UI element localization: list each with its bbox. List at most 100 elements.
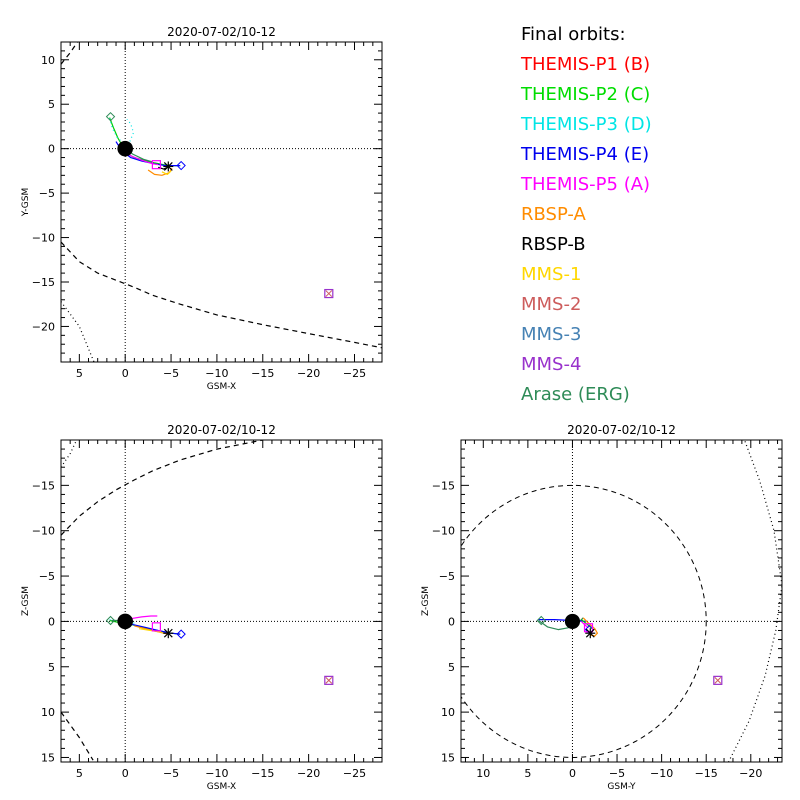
legend-item: MMS-2 [521, 294, 582, 315]
marker-themis-p2-c- [105, 615, 116, 626]
x-tick-label: −20 [739, 767, 762, 780]
x-axis-label: GSM-Y [607, 782, 636, 792]
marker-mms-2 [714, 677, 722, 684]
series-bow-shock [743, 440, 782, 586]
earth-disk [564, 613, 581, 629]
x-tick-label: −10 [650, 767, 673, 780]
x-tick-label: −10 [205, 367, 228, 380]
x-tick-label: 5 [524, 767, 531, 780]
x-tick-label: 5 [76, 367, 83, 380]
chart-title: 2020-07-02/10-12 [167, 25, 276, 39]
series-bow-shock [61, 301, 95, 362]
series-magnetopause [61, 42, 78, 65]
legend-item: MMS-4 [521, 354, 582, 375]
y-tick-label: 10 [41, 706, 55, 719]
marker-mms-2 [325, 290, 333, 297]
legend-item: THEMIS-P4 (E) [521, 144, 650, 165]
earth-disk [117, 140, 133, 157]
y-tick-label: 5 [448, 661, 455, 674]
y-tick-label: −5 [439, 570, 455, 583]
legend: Final orbits: THEMIS-P1 (B) THEMIS-P2 (C)… [521, 20, 652, 410]
y-tick-label: 5 [48, 98, 55, 111]
x-tick-label: −15 [251, 767, 274, 780]
y-tick-label: −5 [39, 570, 55, 583]
tick-marks [461, 439, 782, 762]
y-tick-label: −10 [432, 525, 455, 538]
x-tick-label: −15 [251, 367, 274, 380]
x-tick-label: −5 [163, 767, 179, 780]
legend-item: MMS-1 [521, 264, 582, 285]
y-tick-label: −10 [32, 525, 55, 538]
x-tick-label: −20 [297, 367, 320, 380]
marker-rbsp-b [585, 628, 596, 639]
earth-disk [117, 613, 133, 630]
chart-title: 2020-07-02/10-12 [567, 423, 676, 437]
x-tick-label: −5 [163, 367, 179, 380]
plot-frame [60, 41, 383, 363]
marker-mms-4 [713, 675, 723, 685]
marker-themis-p2-c- [105, 111, 116, 122]
marker-arase-erg- [536, 615, 546, 626]
tick-marks [60, 439, 383, 762]
chart-panel-2: 5 0 −5 −10 −15 −20 −25 15 10 5 0 −5 −10 −15 2020-07-02… [21, 423, 383, 792]
legend-title: Final orbits: [521, 24, 626, 45]
marker-themis-p5-a- [151, 622, 161, 632]
y-tick-label: −15 [432, 479, 455, 492]
marker-mms-2 [325, 677, 333, 684]
x-tick-label: −20 [297, 767, 320, 780]
x-axis-label: GSM-X [207, 382, 236, 392]
plot-frame [460, 439, 783, 763]
y-tick-label: −10 [32, 232, 55, 245]
series-magnetopause [61, 440, 263, 536]
legend-item: THEMIS-P5 (A) [521, 174, 651, 195]
legend-item: MMS-3 [521, 324, 582, 345]
x-tick-label: −10 [205, 767, 228, 780]
x-tick-label: −25 [343, 767, 366, 780]
y-tick-label: 15 [41, 751, 55, 764]
legend-item: THEMIS-P1 (B) [521, 54, 651, 75]
series-bow-shock [727, 585, 782, 762]
y-tick-label: −5 [39, 187, 55, 200]
plot-frame [60, 439, 383, 763]
y-axis-label: Y-GSM [21, 188, 31, 217]
x-tick-label: 0 [122, 367, 129, 380]
legend-item: THEMIS-P3 (D) [521, 114, 652, 135]
chart-title: 2020-07-02/10-12 [167, 423, 276, 437]
y-tick-label: 0 [48, 143, 55, 156]
legend-items: THEMIS-P1 (B) THEMIS-P2 (C) THEMIS-P3 (D) T… [521, 50, 652, 410]
x-tick-label: −5 [609, 767, 625, 780]
x-tick-label: 0 [569, 767, 576, 780]
legend-item: RBSP-A [521, 204, 586, 225]
series-mms-1 [161, 170, 172, 175]
x-tick-label: 10 [476, 767, 490, 780]
x-tick-label: 0 [122, 767, 129, 780]
marker-themis-p4-e- [176, 160, 186, 171]
plot-area [461, 440, 782, 762]
marker-themis-p4-e- [176, 629, 186, 639]
y-tick-label: −15 [32, 479, 55, 492]
x-tick-label: −15 [695, 767, 718, 780]
marker-themis-p5-a- [151, 160, 161, 170]
series-bow-shock [61, 440, 78, 468]
x-axis-label: GSM-X [207, 782, 236, 792]
chart-panel-1: 5 0 −5 −10 −15 −20 −25 10 5 0 −5 −10 −15 −20 2020-07-0… [21, 25, 383, 392]
marker-rbsp-b [163, 628, 174, 639]
x-tick-label: −25 [343, 367, 366, 380]
y-tick-label: −20 [32, 320, 55, 333]
x-tick-label: 5 [76, 767, 83, 780]
y-tick-label: 10 [41, 54, 55, 67]
marker-mms-4 [324, 288, 334, 299]
y-tick-label: −15 [32, 276, 55, 289]
y-tick-label: 10 [441, 706, 455, 719]
series-themis-p2-c- [109, 117, 181, 167]
y-tick-label: 15 [441, 751, 455, 764]
marker-mms-4 [324, 675, 334, 685]
plot-area [61, 42, 382, 362]
y-axis-label: Z-GSM [421, 586, 431, 616]
plot-area [61, 440, 382, 762]
y-tick-label: 5 [48, 661, 55, 674]
legend-item: RBSP-B [521, 234, 586, 255]
marker-rbsp-b [163, 161, 174, 172]
series-magnetopause [61, 241, 382, 349]
